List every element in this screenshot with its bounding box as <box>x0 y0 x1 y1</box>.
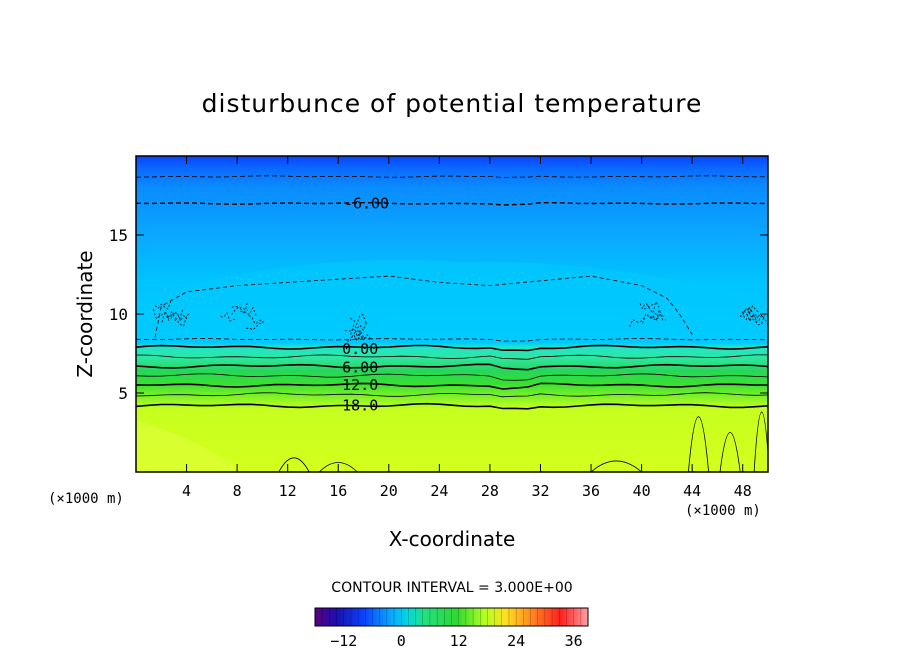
contour-lines <box>136 175 768 410</box>
contour-label: 18.0 <box>342 397 378 415</box>
contour-squiggle <box>755 314 768 326</box>
contour-line <box>136 354 768 360</box>
contour-squiggle <box>350 322 367 335</box>
colorbar-tick-label: 0 <box>397 632 406 650</box>
x-tick-label: 36 <box>582 482 600 500</box>
y-axis-label: Z-coordinate <box>73 250 97 377</box>
colorbar-tick-label: 36 <box>565 632 583 650</box>
colorbar-ticks: −12 0 12 24 36 <box>330 632 582 650</box>
x-tick-label: 20 <box>380 482 398 500</box>
x-tick-label: 28 <box>481 482 499 500</box>
contour-squiggle <box>742 305 760 315</box>
contour-line <box>136 382 768 390</box>
y-tick-label: 5 <box>118 384 128 403</box>
contour-squiggle <box>231 305 248 311</box>
contour-squiggle <box>248 315 265 325</box>
contour-interval-label: CONTOUR INTERVAL = 3.000E+00 <box>331 580 572 596</box>
x-unit-label-right: (×1000 m) <box>685 503 761 519</box>
contour-squiggle <box>240 306 257 316</box>
contour-line <box>136 392 768 398</box>
contour-squiggle <box>152 309 170 320</box>
contour-squiggle <box>220 312 237 322</box>
contour-squiggle <box>231 302 248 315</box>
colorbar-dividers <box>314 608 589 626</box>
contour-line-negative <box>136 175 768 178</box>
contour-squiggle <box>167 307 184 320</box>
x-tick-label: 12 <box>279 482 297 500</box>
contour-label: 0.00 <box>342 340 378 358</box>
contour-squiggle <box>649 308 666 321</box>
plot-area <box>136 156 768 472</box>
x-tick-label: 32 <box>531 482 549 500</box>
y-tick-label: 10 <box>109 305 128 324</box>
contour-squiggle <box>170 311 188 322</box>
contour-dome <box>154 275 693 338</box>
contour-squiggle <box>629 315 646 327</box>
contour-squiggle <box>647 313 664 321</box>
contour-squiggle <box>354 330 371 341</box>
lower-light-patch <box>136 420 240 472</box>
contour-label: 6.00 <box>342 359 378 377</box>
colorbar-tick-label: −12 <box>330 632 357 650</box>
contour-squiggle <box>643 300 660 315</box>
contour-line <box>136 344 768 352</box>
x-tick-label: 44 <box>683 482 701 500</box>
contour-bump <box>319 462 358 472</box>
contour-squiggle <box>344 327 362 338</box>
contour-bump <box>688 416 709 472</box>
colorbar: −12 0 12 24 36 <box>314 607 589 650</box>
contour-line <box>136 373 768 381</box>
y-tick-label: 15 <box>109 226 128 245</box>
contour-bump <box>719 432 741 472</box>
contour-label: 12.0 <box>342 376 378 394</box>
y-axis-ticks: 5 10 15 <box>109 226 768 403</box>
contour-squiggle <box>173 314 190 327</box>
contour-squiggle <box>743 306 760 321</box>
colorbar-tick-label: 24 <box>507 632 525 650</box>
contour-line-negative <box>136 201 768 206</box>
x-axis-label: X-coordinate <box>389 527 516 551</box>
contour-line <box>136 402 768 410</box>
contour-bump <box>278 457 310 472</box>
contour-label: -6.00 <box>344 194 389 212</box>
contour-squiggle <box>350 334 367 342</box>
contour-squiggle <box>350 314 367 326</box>
contour-line <box>136 363 768 371</box>
x-tick-label: 16 <box>329 482 347 500</box>
contour-squiggle <box>747 307 765 320</box>
x-tick-label: 40 <box>633 482 651 500</box>
chart-title: disturbunce of potential temperature <box>202 89 703 118</box>
contour-squiggle <box>748 315 765 326</box>
contour-squiggle <box>161 310 179 323</box>
x-tick-label: 24 <box>430 482 448 500</box>
contour-squiggle <box>346 330 363 342</box>
x-axis-ticks: 4 8 12 16 20 24 28 32 36 40 44 48 <box>182 156 752 500</box>
contour-line-negative <box>136 338 768 342</box>
x-tick-label: 8 <box>233 482 242 500</box>
contour-squiggle <box>246 322 263 331</box>
x-unit-label-left: (×1000 m) <box>48 491 124 507</box>
contour-squiggle <box>639 302 656 310</box>
contour-bump <box>590 460 642 472</box>
contour-squiggle <box>642 312 659 324</box>
x-tick-label: 4 <box>182 482 191 500</box>
colorbar-tick-label: 12 <box>450 632 468 650</box>
x-tick-label: 48 <box>734 482 752 500</box>
